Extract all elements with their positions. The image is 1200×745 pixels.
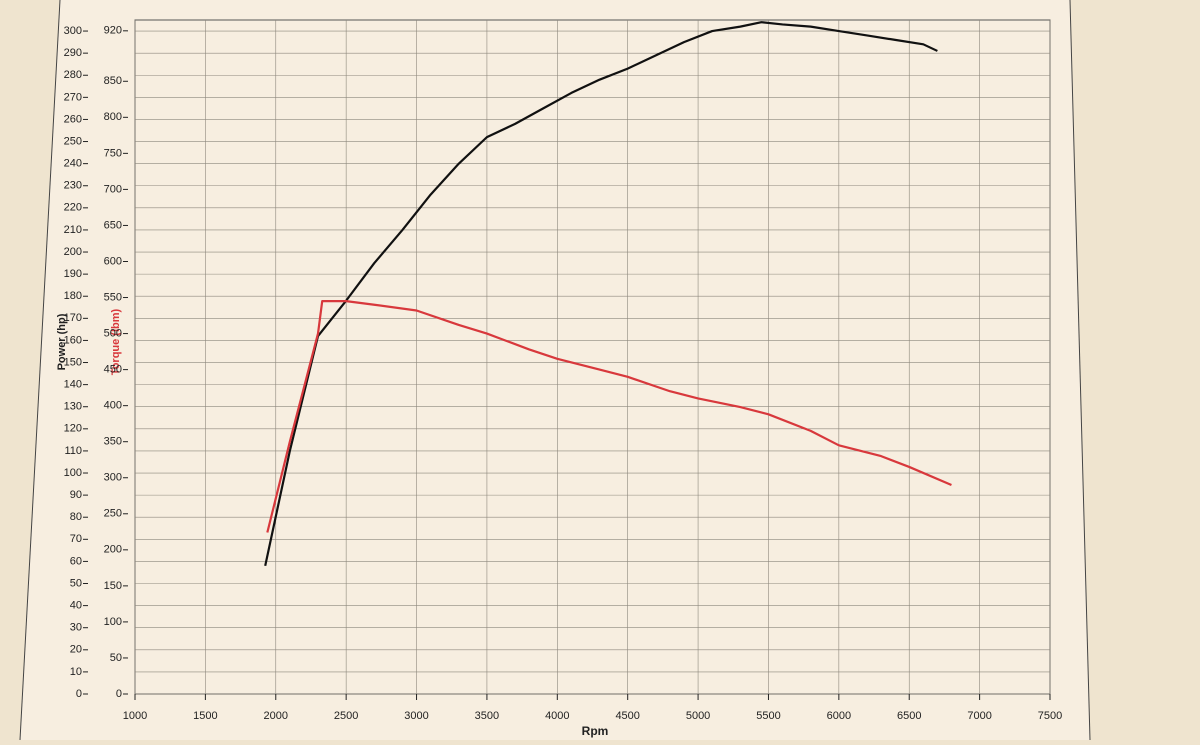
y-tick-label: 20 (70, 644, 82, 656)
y-tick-label: 0 (76, 688, 82, 700)
y-tick-label: 170 (64, 312, 82, 324)
y-tick-label: 30 (70, 622, 82, 634)
y-tick-label: 100 (64, 467, 82, 479)
y-tick-label: 200 (64, 246, 82, 258)
y-tick-label: 220 (64, 202, 82, 214)
series-line (266, 300, 952, 533)
y-tick-label: 80 (70, 511, 82, 523)
y2-tick-label: 100 (104, 616, 122, 628)
x-tick-label: 3000 (404, 710, 428, 722)
y-tick-label: 140 (64, 379, 82, 391)
y-tick-label: 40 (70, 600, 82, 612)
y2-tick-label: 600 (104, 255, 122, 267)
x-tick-label: 2500 (334, 710, 358, 722)
x-tick-label: 7500 (1038, 710, 1062, 722)
sheet (20, 0, 1090, 740)
y-tick-label: 160 (64, 334, 82, 346)
sheet-edge (1069, 0, 1091, 741)
x-tick-label: 7000 (967, 710, 991, 722)
y2-tick-label: 800 (104, 111, 122, 123)
y-tick-label: 180 (64, 290, 82, 302)
y-tick-label: 260 (64, 113, 82, 125)
y2-tick-label: 200 (104, 544, 122, 556)
y-tick-label: 70 (70, 533, 82, 545)
x-tick-label: 6500 (897, 710, 921, 722)
x-tick-label: 4000 (545, 710, 569, 722)
y2-tick-label: 750 (104, 147, 122, 159)
y2-tick-label: 450 (104, 364, 122, 376)
y2-tick-label: 250 (104, 508, 122, 520)
y-tick-label: 280 (64, 69, 82, 81)
y2-tick-label: 300 (104, 472, 122, 484)
y-tick-label: 270 (64, 91, 82, 103)
y-tick-label: 120 (64, 423, 82, 435)
y-tick-label: 210 (64, 224, 82, 236)
x-tick-label: 4500 (615, 710, 639, 722)
y2-axis-title: Torque (lbm) (110, 308, 122, 375)
y-tick-label: 300 (64, 25, 82, 37)
x-axis-title: Rpm (582, 724, 609, 738)
y-tick-label: 290 (64, 47, 82, 59)
x-tick-label: 3500 (475, 710, 499, 722)
y-tick-label: 240 (64, 158, 82, 170)
x-tick-label: 1500 (193, 710, 217, 722)
x-tick-label: 5000 (686, 710, 710, 722)
y-axis-title: Power (hp) (56, 313, 68, 370)
x-tick-label: 5500 (756, 710, 780, 722)
y-tick-label: 130 (64, 401, 82, 413)
y-tick-label: 190 (64, 268, 82, 280)
y2-tick-label: 700 (104, 183, 122, 195)
y-tick-label: 250 (64, 135, 82, 147)
y2-tick-label: 920 (104, 25, 122, 37)
y-tick-label: 230 (64, 180, 82, 192)
series-line (264, 21, 938, 567)
y-tick-label: 50 (70, 577, 82, 589)
y2-tick-label: 650 (104, 219, 122, 231)
y2-tick-label: 400 (104, 400, 122, 412)
x-tick-label: 6000 (827, 710, 851, 722)
x-tick-label: 1000 (123, 710, 147, 722)
y2-tick-label: 850 (104, 75, 122, 87)
y2-tick-label: 550 (104, 291, 122, 303)
y-tick-label: 150 (64, 356, 82, 368)
y-tick-label: 10 (70, 666, 82, 678)
y2-tick-label: 500 (104, 327, 122, 339)
y2-tick-label: 0 (116, 688, 122, 700)
y-tick-label: 90 (70, 489, 82, 501)
y2-tick-label: 150 (104, 580, 122, 592)
y-tick-label: 110 (64, 445, 82, 457)
y-tick-label: 60 (70, 555, 82, 567)
y2-tick-label: 350 (104, 436, 122, 448)
x-tick-label: 2000 (264, 710, 288, 722)
y2-tick-label: 50 (110, 652, 122, 664)
sheet-edge (19, 0, 61, 741)
